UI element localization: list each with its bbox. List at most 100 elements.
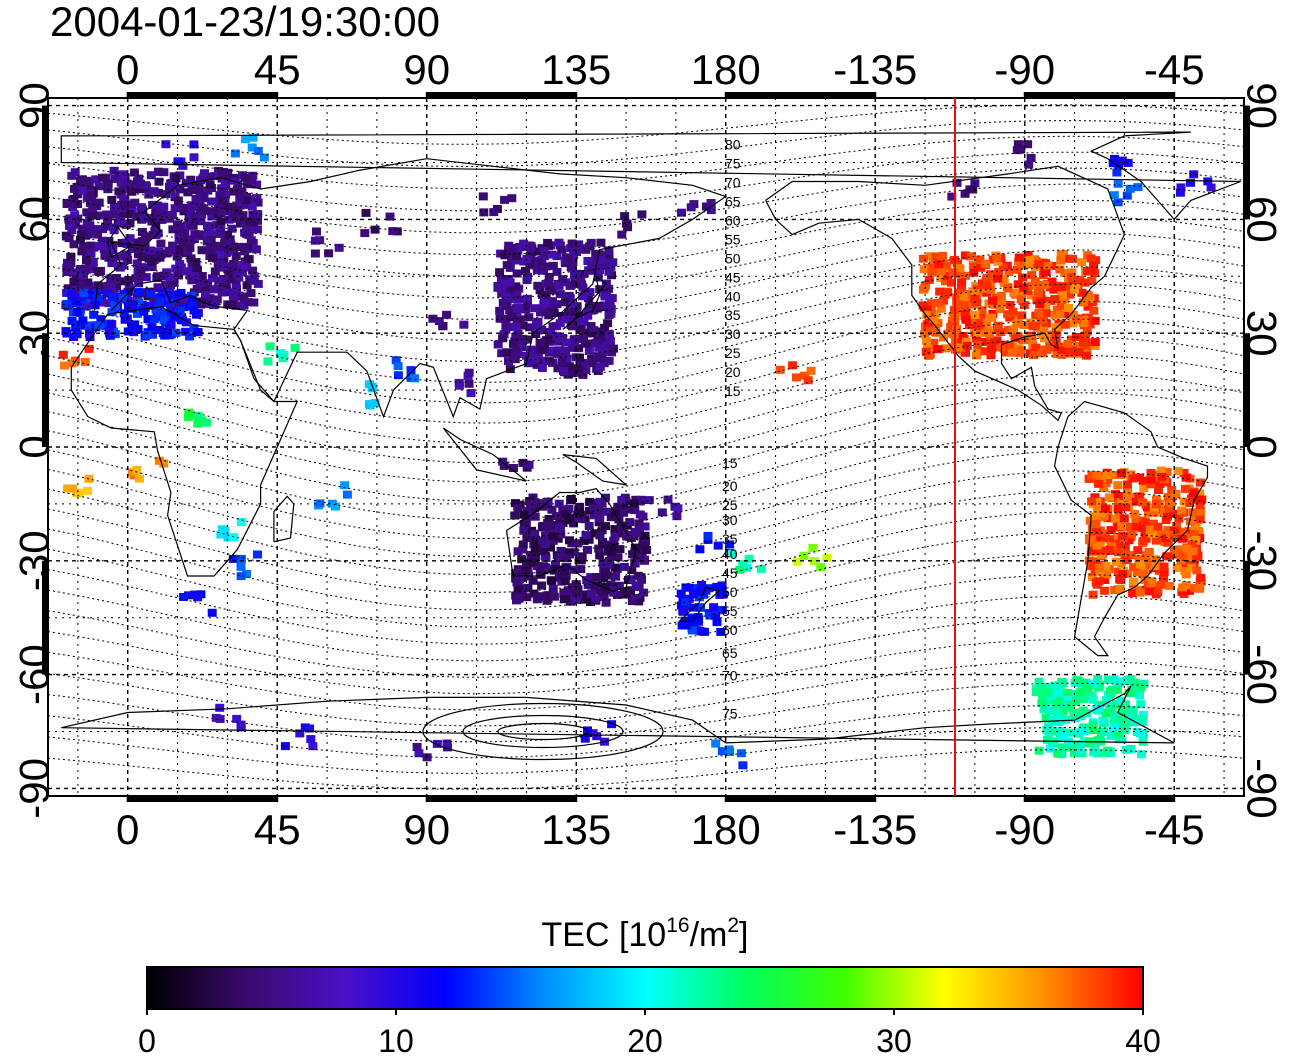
tec-cell [94,321,104,330]
tec-cell [589,305,599,314]
bottom-lon-tick-1: 45 [254,806,301,853]
tec-cell [1172,563,1182,572]
tec-cell [186,209,195,218]
bottom-bar-2 [426,796,577,802]
tec-cell [428,314,438,323]
tec-cell [199,194,209,203]
tec-cell [711,611,720,620]
tec-cell [925,326,935,335]
tec-cell [209,285,219,294]
tec-cell [393,371,403,380]
tec-cell [232,284,241,293]
tec-cell [236,562,246,571]
tec-cell [604,311,614,319]
tec-cell [542,596,552,605]
tec-cell [71,296,81,305]
tec-cell [529,589,539,598]
tec-cell [1133,546,1143,555]
tec-cell [694,593,704,602]
coastline-5 [60,131,1241,220]
tec-cell [161,308,171,317]
tec-cell [215,703,225,712]
tec-cell [1117,522,1127,531]
tec-cell [677,208,686,217]
tec-cell [310,236,320,245]
tec-cell [88,204,98,213]
tec-cell [1073,740,1083,749]
tec-cell [1150,508,1159,517]
tec-cell [929,316,939,325]
tec-cell [1113,198,1123,207]
tec-cell [1163,526,1173,535]
tec-cell [1119,721,1128,730]
top-lon-tick-0: 0 [116,46,139,93]
tec-cell [115,252,125,261]
tec-cell [393,362,403,371]
tec-cell [610,525,620,534]
tec-cell [954,288,963,297]
tec-cell [237,292,247,301]
tec-cell [194,180,204,189]
tec-cell [77,247,87,256]
tec-cell [438,322,448,331]
tec-cell [1163,538,1173,547]
tec-cell [364,400,374,409]
tec-cell [603,258,613,267]
bottom-lon-tick-6: -90 [994,806,1055,853]
tec-cell [530,529,540,538]
tec-cell [132,212,142,221]
mlat-contour--65 [48,660,1244,727]
tec-cell [547,577,557,586]
tec-cell [1029,351,1039,360]
tec-cell [1004,268,1014,277]
tec-cell [106,276,116,284]
tec-cell [1008,307,1018,316]
tec-cell [696,603,706,612]
tec-cell [561,338,571,347]
tec-cell [566,494,576,503]
tec-cell [596,238,606,247]
tec-cell [712,618,722,627]
tec-cell [521,266,530,275]
tec-cell [657,508,667,517]
contour-label-s-3: 30 [722,512,738,528]
tec-cell [735,565,745,574]
tec-cell [101,242,111,251]
tec-cell [554,523,564,532]
tec-cell [242,281,252,290]
tec-cell [1038,692,1048,701]
tec-cell [504,241,514,250]
tec-cell [229,533,239,542]
tec-cell [1098,716,1108,725]
top-lon-tick-1: 45 [254,46,301,93]
contour-label-n-1: 75 [725,155,741,171]
tec-cell [1135,560,1145,569]
tec-cell [1087,276,1097,285]
tec-cell [608,258,618,267]
tec-cell [1123,158,1133,167]
tec-cell [1129,563,1139,572]
tec-cell [79,289,89,298]
tec-cell [1100,576,1110,584]
tec-cell [1087,471,1097,480]
tec-cell [65,214,75,223]
tec-cell [552,252,562,261]
tec-cell [1095,680,1105,689]
tec-cell [1122,480,1132,489]
tec-cell [1113,481,1123,490]
tec-cell [626,587,636,596]
tec-cell [640,531,650,540]
tec-cell [186,254,196,263]
tec-cell [806,366,816,375]
tec-cell [1003,284,1013,293]
tec-cell [1190,515,1200,524]
top-lon-tick-7: -45 [1144,46,1205,93]
tec-cell [1151,500,1161,509]
tec-cell [227,300,236,309]
tec-cell [1162,552,1172,561]
tec-cell [528,576,538,585]
tec-cell [159,459,169,468]
tec-cell [1088,546,1098,555]
tec-cell [995,343,1005,352]
tec-cell [187,186,197,195]
